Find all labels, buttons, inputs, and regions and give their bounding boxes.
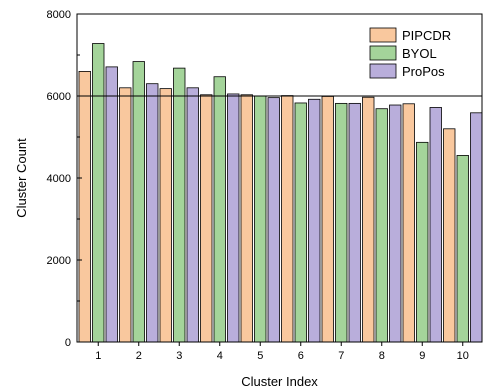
bar-byol-9	[416, 141, 429, 343]
bar-propos-5	[267, 97, 280, 343]
bar-propos-10	[470, 112, 483, 343]
bar-propos-9	[429, 107, 442, 343]
legend-label-pipcdr: PIPCDR	[402, 28, 451, 43]
y-axis-title: Cluster Count	[14, 138, 29, 218]
bar-byol-3	[173, 67, 186, 343]
bar-byol-6	[294, 102, 307, 343]
bar-pipcdr-10	[443, 128, 456, 343]
bar-propos-4	[227, 93, 240, 343]
x-tick-label: 2	[136, 350, 142, 362]
x-tick-label: 6	[298, 350, 304, 362]
legend-label-byol: BYOL	[402, 46, 437, 61]
x-axis: 1 2 3 4 5 6 7 8 9 10	[95, 342, 469, 362]
x-tick-label: 5	[257, 350, 263, 362]
bar-propos-2	[146, 83, 159, 343]
x-tick-label: 9	[419, 350, 425, 362]
bar-pipcdr-8	[362, 96, 375, 343]
bar-byol-7	[335, 102, 348, 343]
y-tick-label: 0	[65, 337, 71, 349]
bar-propos-6	[308, 98, 321, 343]
legend-swatch-pipcdr	[369, 27, 397, 43]
bar-byol-4	[213, 76, 226, 343]
bar-propos-1	[105, 66, 118, 343]
y-axis: 0 2000 4000 6000 8000	[47, 9, 82, 349]
x-axis-title: Cluster Index	[241, 374, 318, 389]
y-tick-label: 2000	[47, 255, 71, 267]
bar-byol-1	[92, 43, 105, 343]
x-tick-label: 7	[338, 350, 344, 362]
bar-pipcdr-1	[78, 71, 91, 343]
bar-byol-8	[375, 108, 388, 343]
y-tick-label: 8000	[47, 9, 71, 21]
bars-group	[78, 43, 483, 343]
x-tick-label: 4	[217, 350, 223, 362]
bar-pipcdr-4	[200, 94, 213, 343]
bar-propos-3	[186, 87, 199, 343]
y-tick-label: 6000	[47, 91, 71, 103]
bar-byol-5	[254, 95, 267, 343]
bar-propos-7	[348, 102, 361, 343]
bar-pipcdr-5	[240, 94, 253, 343]
bar-pipcdr-7	[321, 96, 334, 343]
bar-pipcdr-9	[402, 103, 415, 343]
legend-swatch-propos	[369, 63, 397, 79]
bar-pipcdr-2	[119, 87, 132, 343]
bar-byol-10	[456, 155, 469, 343]
bar-pipcdr-3	[159, 88, 172, 343]
x-tick-label: 3	[176, 350, 182, 362]
legend: PIPCDR BYOL ProPos	[369, 27, 451, 79]
bar-pipcdr-6	[281, 95, 294, 343]
bar-propos-8	[389, 104, 402, 343]
y-tick-label: 4000	[47, 173, 71, 185]
legend-label-propos: ProPos	[402, 64, 445, 79]
bar-byol-2	[132, 61, 145, 343]
x-tick-label: 10	[457, 350, 469, 362]
legend-swatch-byol	[369, 45, 397, 61]
x-tick-label: 1	[95, 350, 101, 362]
x-tick-label: 8	[379, 350, 385, 362]
